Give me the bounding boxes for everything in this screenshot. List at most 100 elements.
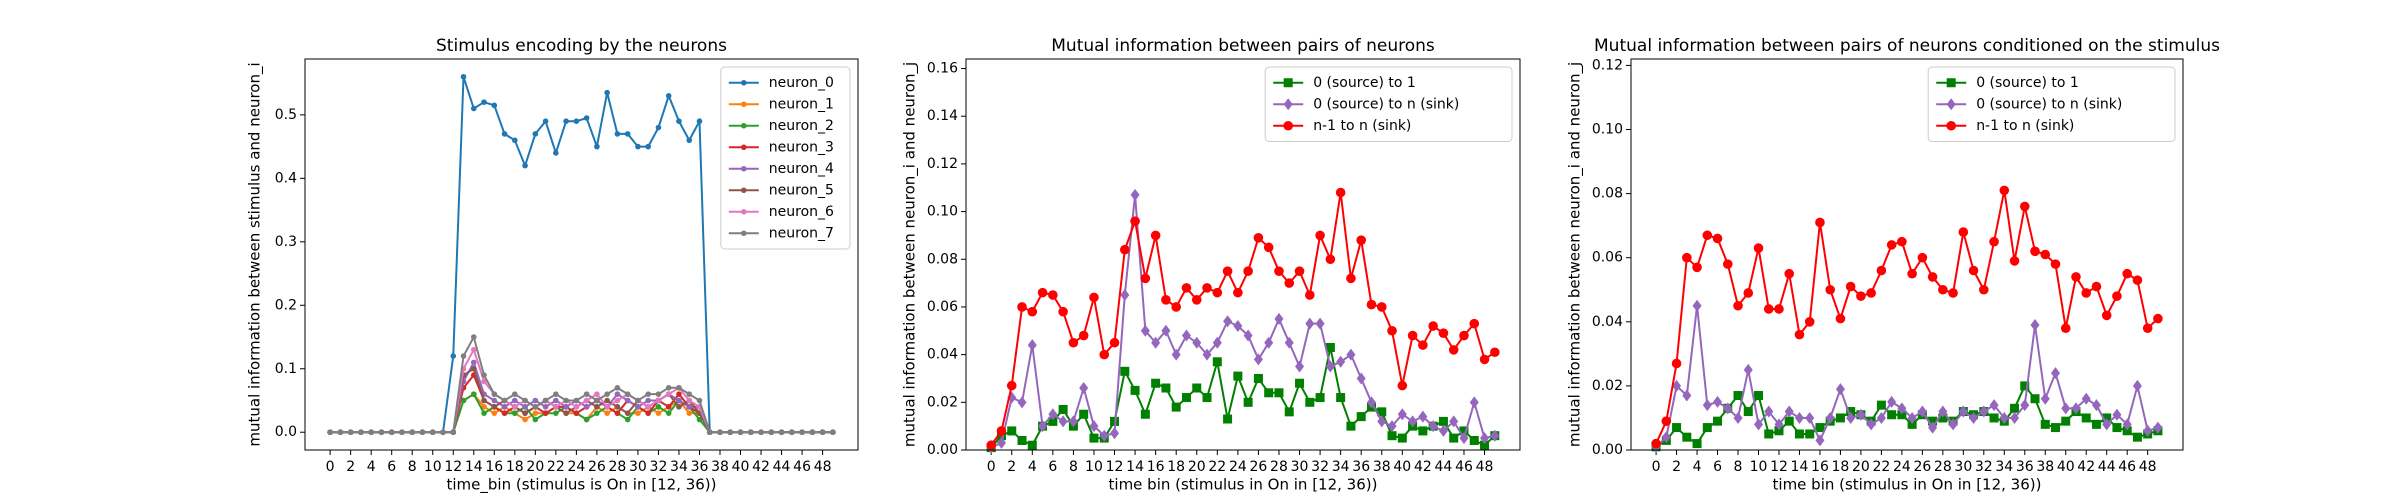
marker <box>1661 416 1672 426</box>
marker <box>1989 236 1999 247</box>
marker <box>686 397 693 404</box>
legend-label: 0 (source) to 1 <box>1313 75 1416 91</box>
marker <box>778 429 785 436</box>
marker <box>501 131 508 137</box>
marker <box>1866 288 1876 298</box>
marker <box>429 429 436 436</box>
marker <box>614 131 621 137</box>
marker <box>747 429 754 436</box>
marker <box>1651 438 1661 449</box>
y-tick-label: 0.0 <box>275 424 297 440</box>
y-axis-label: mutual information between stimulus and … <box>246 62 265 446</box>
marker <box>594 397 600 404</box>
marker <box>2081 392 2091 405</box>
marker <box>347 429 354 436</box>
x-tick-label: 32 <box>1311 459 1329 475</box>
x-tick-label: 42 <box>2077 459 2095 475</box>
marker <box>1794 429 1804 439</box>
marker <box>1946 98 1956 111</box>
x-tick-label: 0 <box>987 459 996 475</box>
marker <box>573 397 580 404</box>
marker <box>604 89 610 96</box>
marker <box>1743 363 1753 376</box>
y-tick-label: 0.08 <box>1592 186 1623 202</box>
y-tick-label: 0.4 <box>275 170 297 186</box>
marker <box>1682 432 1692 442</box>
marker <box>1079 382 1089 395</box>
marker <box>1469 396 1479 409</box>
legend-label: n-1 to n (sink) <box>1976 118 2074 134</box>
x-tick-label: 48 <box>814 459 832 475</box>
y-tick-label: 0.2 <box>275 297 297 313</box>
x-tick-label: 22 <box>1872 459 1890 475</box>
marker <box>501 397 508 404</box>
x-tick-label: 38 <box>2036 459 2054 475</box>
marker <box>1212 357 1222 367</box>
x-tick-label: 10 <box>1750 459 1768 475</box>
marker <box>717 429 723 436</box>
marker <box>583 391 590 397</box>
marker <box>532 416 539 423</box>
y-tick-label: 0.06 <box>1592 250 1623 266</box>
marker <box>1202 393 1212 403</box>
marker <box>1346 273 1356 284</box>
marker <box>512 397 518 404</box>
marker <box>491 391 498 397</box>
marker <box>594 143 600 150</box>
marker <box>1946 78 1956 88</box>
x-tick-label: 24 <box>1229 459 1247 475</box>
x-tick-label: 2 <box>1007 459 1016 475</box>
marker <box>1099 429 1109 442</box>
marker <box>624 397 631 404</box>
x-tick-label: 44 <box>1435 459 1453 475</box>
axes-frame <box>965 58 1521 451</box>
marker <box>2142 323 2153 334</box>
marker <box>1408 415 1418 428</box>
marker <box>1356 372 1366 385</box>
marker <box>665 404 672 410</box>
y-tick-label: 0.00 <box>927 442 958 458</box>
marker <box>1805 429 1815 439</box>
marker <box>686 137 693 144</box>
series-line <box>330 334 833 434</box>
legend-label: neuron_2 <box>769 118 834 134</box>
marker <box>996 436 1006 449</box>
marker <box>450 353 457 359</box>
marker <box>1438 424 1448 437</box>
x-tick-label: 38 <box>1373 459 1391 475</box>
marker <box>594 404 600 410</box>
x-tick-label: 46 <box>2118 459 2136 475</box>
marker <box>491 102 498 109</box>
marker <box>1202 283 1212 293</box>
marker <box>604 397 610 404</box>
x-tick-label: 34 <box>1995 459 2013 475</box>
marker <box>1692 439 1702 449</box>
marker <box>1805 411 1815 424</box>
marker <box>573 404 580 410</box>
marker <box>1866 418 1876 431</box>
marker <box>1253 353 1263 366</box>
marker <box>1490 429 1500 442</box>
legend-label: neuron_3 <box>769 139 834 155</box>
marker <box>1438 328 1449 338</box>
marker <box>583 397 590 404</box>
marker <box>2040 249 2051 260</box>
marker <box>1068 415 1078 428</box>
x-tick-label: 12 <box>1770 459 1788 475</box>
marker <box>2112 423 2122 433</box>
marker <box>1938 284 1948 295</box>
marker <box>1377 407 1387 417</box>
marker <box>2091 419 2101 429</box>
marker <box>1079 409 1089 419</box>
marker <box>676 118 682 125</box>
legend-label: 0 (source) to n (sink) <box>1313 96 1459 112</box>
marker <box>1263 242 1274 253</box>
x-tick-label: 16 <box>485 459 503 475</box>
x-tick-label: 6 <box>387 459 396 475</box>
marker <box>1835 413 1845 423</box>
marker <box>2122 426 2132 436</box>
marker <box>1876 400 1886 410</box>
marker <box>1948 418 1958 431</box>
marker <box>563 397 569 404</box>
y-tick-label: 0.08 <box>927 251 958 267</box>
